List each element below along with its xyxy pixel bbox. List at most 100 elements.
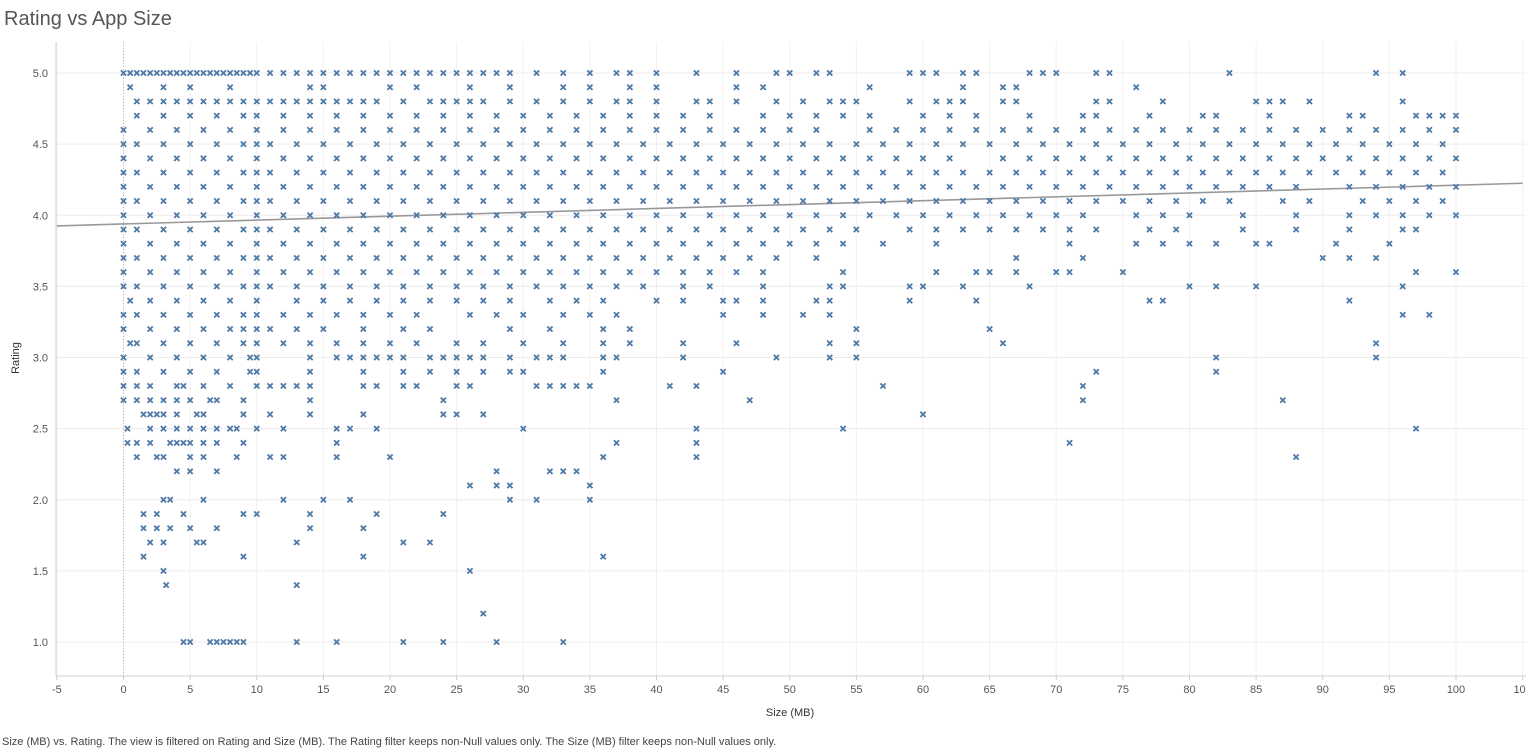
- data-point: [453, 382, 460, 390]
- data-point: [213, 226, 221, 233]
- data-point: [986, 226, 993, 233]
- data-point: [146, 354, 154, 361]
- data-point: [866, 183, 873, 191]
- data-point: [293, 382, 300, 390]
- data-point: [999, 126, 1007, 134]
- data-point: [440, 638, 447, 646]
- data-point: [1452, 155, 1460, 162]
- data-point: [413, 240, 420, 247]
- data-point: [586, 83, 594, 91]
- data-point: [133, 197, 141, 205]
- data-point: [573, 382, 580, 390]
- data-point: [200, 439, 207, 447]
- data-point: [386, 155, 394, 162]
- data-point: [480, 411, 487, 418]
- data-point: [1132, 183, 1140, 191]
- data-point: [653, 112, 660, 119]
- data-point: [586, 98, 594, 105]
- data-point: [759, 112, 767, 119]
- data-point: [126, 297, 134, 304]
- data-point: [559, 169, 567, 176]
- data-point: [786, 69, 793, 77]
- data-point: [1346, 212, 1353, 219]
- data-point: [559, 354, 567, 361]
- data-point: [1372, 183, 1380, 191]
- data-point: [733, 155, 740, 162]
- data-point: [386, 453, 394, 461]
- data-point: [1359, 169, 1366, 176]
- data-point: [906, 98, 913, 105]
- data-point: [733, 212, 740, 219]
- data-point: [426, 283, 434, 290]
- data-point: [140, 524, 147, 532]
- data-point: [173, 439, 181, 447]
- data-point: [133, 169, 141, 176]
- data-point: [386, 112, 394, 119]
- data-point: [559, 382, 567, 390]
- data-point: [1252, 140, 1260, 148]
- data-point: [586, 496, 594, 503]
- x-tick-label: 80: [1183, 684, 1195, 696]
- data-point: [160, 539, 167, 546]
- data-point: [453, 226, 460, 233]
- data-point: [693, 98, 700, 105]
- data-point: [346, 354, 354, 361]
- data-point: [1426, 311, 1433, 319]
- data-point: [120, 382, 127, 390]
- data-point: [626, 98, 634, 105]
- data-point: [413, 69, 420, 77]
- data-point: [493, 268, 500, 276]
- data-point: [253, 368, 260, 375]
- data-point: [293, 197, 300, 205]
- x-tick-label: 100: [1447, 684, 1465, 696]
- data-point: [1386, 169, 1393, 176]
- data-point: [973, 112, 980, 119]
- data-point: [293, 169, 300, 176]
- data-point: [853, 98, 860, 105]
- data-point: [293, 539, 300, 546]
- data-point: [333, 126, 340, 134]
- data-point: [839, 112, 847, 119]
- data-point: [480, 340, 487, 347]
- data-point: [1279, 396, 1287, 404]
- data-point: [346, 69, 354, 77]
- data-point: [1066, 169, 1073, 176]
- data-point: [1306, 140, 1313, 148]
- data-point: [1106, 98, 1113, 105]
- data-point: [413, 268, 420, 276]
- data-point: [839, 155, 847, 162]
- data-point: [413, 112, 420, 119]
- data-point: [346, 297, 354, 304]
- data-point: [440, 126, 447, 134]
- data-point: [466, 112, 474, 119]
- data-point: [333, 354, 340, 361]
- data-point: [573, 155, 580, 162]
- data-point: [240, 226, 247, 233]
- data-point: [613, 254, 620, 262]
- data-point: [1119, 140, 1127, 148]
- data-point: [520, 340, 527, 347]
- data-point: [613, 396, 620, 404]
- data-point: [160, 340, 167, 347]
- data-point: [426, 197, 434, 205]
- data-point: [306, 212, 314, 219]
- data-point: [1132, 126, 1140, 134]
- data-point: [813, 254, 820, 262]
- data-point: [233, 425, 240, 432]
- data-point: [1279, 140, 1287, 148]
- data-point: [240, 140, 247, 148]
- data-point: [973, 69, 980, 77]
- data-point: [1346, 183, 1353, 191]
- data-point: [1399, 311, 1406, 319]
- data-point: [573, 112, 580, 119]
- data-point: [480, 69, 487, 77]
- data-point: [240, 112, 247, 119]
- data-point: [999, 212, 1007, 219]
- data-point: [253, 155, 260, 162]
- data-point: [1066, 268, 1073, 276]
- data-point: [1252, 98, 1260, 105]
- data-point: [333, 212, 340, 219]
- data-point: [1053, 212, 1060, 219]
- data-point: [146, 98, 154, 105]
- data-point: [759, 155, 767, 162]
